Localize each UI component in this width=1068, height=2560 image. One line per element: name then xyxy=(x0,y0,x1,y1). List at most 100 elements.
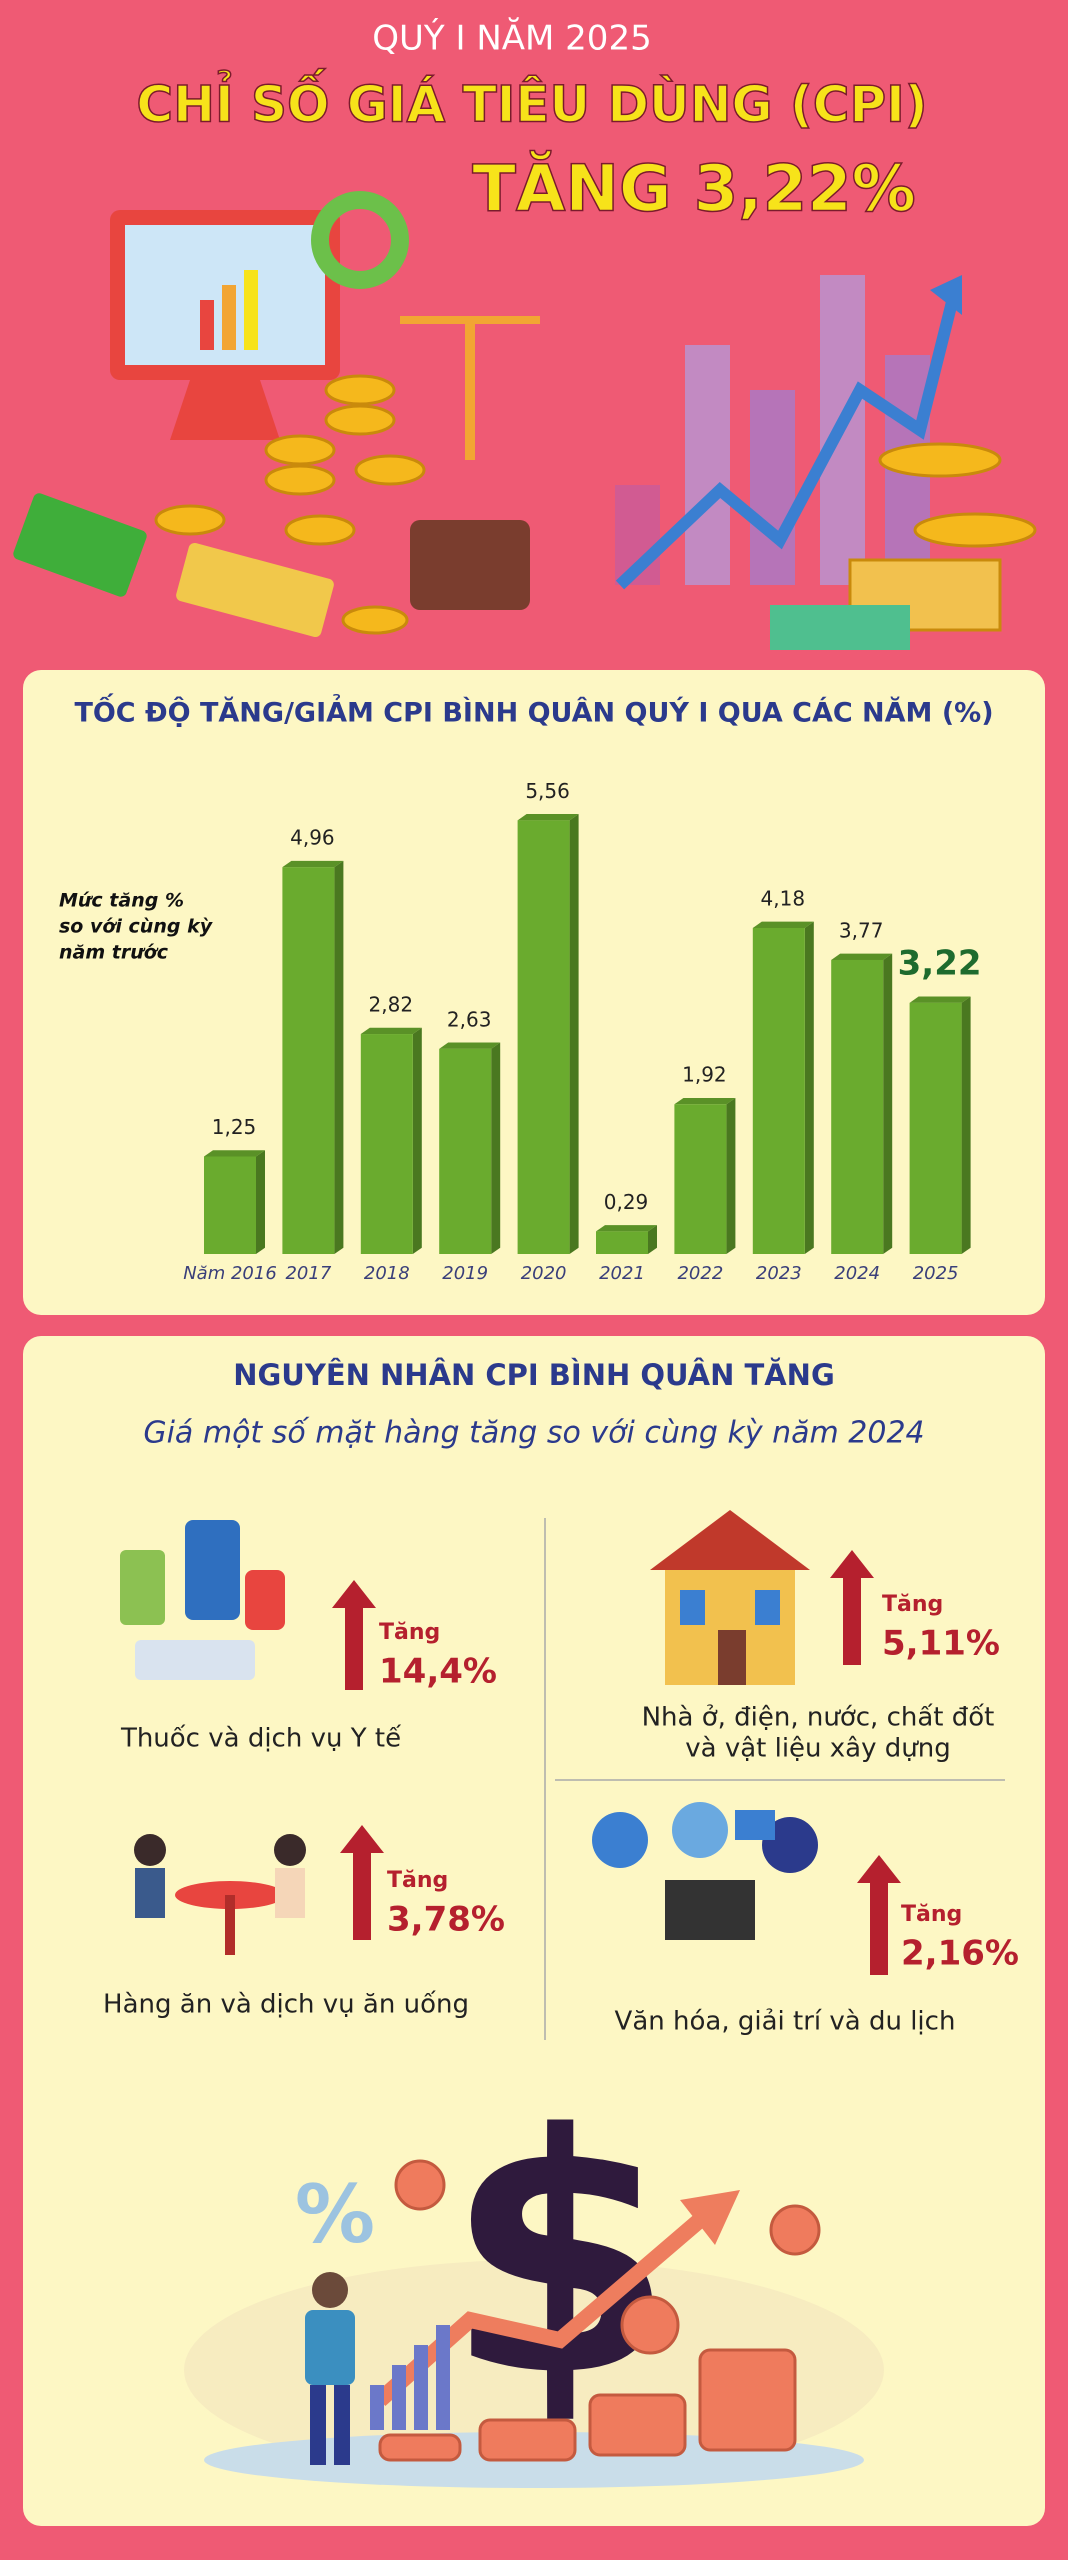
x-tick-label: 2023 xyxy=(756,1263,802,1284)
value-label: 1,92 xyxy=(682,1063,727,1087)
bar xyxy=(439,1048,492,1254)
cash xyxy=(13,493,147,597)
change-text: Tăng xyxy=(379,1620,440,1645)
mini-bar xyxy=(436,2325,450,2430)
deco-bar xyxy=(685,345,730,585)
up-arrow xyxy=(830,1550,874,1665)
mini-bar xyxy=(414,2345,428,2430)
x-tick-label: 2025 xyxy=(913,1263,959,1284)
item-label: Hàng ăn và dịch vụ ăn uống xyxy=(103,1990,469,2020)
cash xyxy=(770,605,910,650)
screen-bar xyxy=(200,300,214,350)
mini-bar xyxy=(392,2365,406,2430)
coin xyxy=(394,2159,446,2211)
trend-arrow xyxy=(615,288,961,590)
x-tick-label: 2021 xyxy=(599,1263,645,1284)
growth-arrow-head xyxy=(680,2190,740,2245)
chart: Mức tăng % so với cùng kỳ năm trước Năm 201… xyxy=(59,779,982,1284)
bar-side xyxy=(883,953,893,1254)
person xyxy=(275,1868,305,1918)
coin xyxy=(284,514,356,546)
chart-title: TỐC ĐỘ TĂNG/GIẢM CPI BÌNH QUÂN QUÝ I QUA… xyxy=(74,693,993,729)
bar xyxy=(596,1231,648,1254)
bar xyxy=(909,1002,962,1254)
bar-side xyxy=(804,921,814,1254)
person xyxy=(135,1868,165,1918)
bar xyxy=(674,1104,727,1254)
item-label: Thuốc và dịch vụ Y tế xyxy=(120,1724,401,1754)
bar xyxy=(831,959,884,1254)
coin xyxy=(878,442,1002,478)
bar-side xyxy=(648,1225,657,1254)
medicine-icon xyxy=(120,1520,285,1680)
bar-side xyxy=(256,1150,265,1254)
bar-side xyxy=(334,860,344,1254)
change-rate: 14,4% xyxy=(379,1652,497,1692)
bottle xyxy=(120,1550,165,1625)
percent-sign: % xyxy=(295,2168,375,2261)
coin xyxy=(620,2295,680,2355)
bar-side xyxy=(412,1027,422,1254)
kicker: QUÝ I NĂM 2025 xyxy=(372,18,651,59)
value-label: 0,29 xyxy=(604,1190,649,1214)
bar-top xyxy=(674,1097,736,1105)
annotation: so với cùng kỳ xyxy=(59,916,214,938)
person xyxy=(305,2310,355,2385)
coin xyxy=(913,512,1037,548)
value-label: 4,18 xyxy=(761,886,806,910)
table-leg xyxy=(225,1895,235,1955)
person xyxy=(310,2385,326,2465)
bottle xyxy=(185,1520,240,1620)
bar xyxy=(752,927,805,1254)
figure xyxy=(672,1802,728,1858)
bar xyxy=(204,1156,256,1254)
coin-stack xyxy=(588,2393,687,2457)
items: Thuốc và dịch vụ Y tế Tăng 14,4% Nhà ở, điệ… xyxy=(103,1550,1019,2037)
causes-title: NGUYÊN NHÂN CPI BÌNH QUÂN TĂNG xyxy=(233,1358,835,1392)
deco-bar xyxy=(750,390,795,585)
item-label: Nhà ở, điện, nước, chất đốt xyxy=(642,1703,995,1733)
person xyxy=(274,1834,306,1866)
up-arrow xyxy=(332,1580,376,1690)
bar-top xyxy=(439,1042,501,1049)
bar-top xyxy=(282,860,344,868)
mini-bar xyxy=(370,2385,384,2430)
x-tick-label: 2024 xyxy=(834,1263,880,1284)
x-tick-label: 2019 xyxy=(442,1263,488,1284)
change-text: Tăng xyxy=(901,1902,962,1927)
item-label: Văn hóa, giải trí và du lịch xyxy=(615,2007,956,2037)
bar-side xyxy=(726,1097,736,1254)
person xyxy=(334,2385,350,2465)
coin xyxy=(769,2204,821,2256)
bar-side xyxy=(491,1042,501,1254)
person xyxy=(134,1834,166,1866)
roof xyxy=(650,1510,810,1570)
x-tick-label: 2017 xyxy=(285,1263,331,1284)
coin-stack xyxy=(378,2433,462,2462)
coin xyxy=(341,605,409,635)
figure xyxy=(592,1812,648,1868)
change-rate: 2,16% xyxy=(901,1934,1019,1974)
window xyxy=(755,1590,780,1625)
bar xyxy=(360,1034,413,1254)
x-tick-label: 2020 xyxy=(521,1263,567,1284)
header-illustration xyxy=(13,191,1037,650)
value-label: 3,22 xyxy=(898,943,982,983)
value-label: 4,96 xyxy=(290,826,335,850)
clapper xyxy=(665,1880,755,1940)
x-tick-label: Năm 2016 xyxy=(183,1263,277,1284)
window xyxy=(680,1590,705,1625)
bar-side xyxy=(569,814,579,1254)
title: CHỈ SỐ GIÁ TIÊU DÙNG (CPI) xyxy=(136,69,927,134)
value-label: 2,82 xyxy=(369,993,414,1017)
screen-bar xyxy=(244,270,258,350)
annotation: năm trước xyxy=(59,942,169,964)
dining-icon xyxy=(134,1834,306,1955)
bar-top xyxy=(517,814,579,821)
item-label: và vật liệu xây dựng xyxy=(685,1734,950,1764)
trend-arrow-head xyxy=(930,275,962,315)
coin-stack xyxy=(478,2418,577,2462)
bottle xyxy=(245,1570,285,1630)
